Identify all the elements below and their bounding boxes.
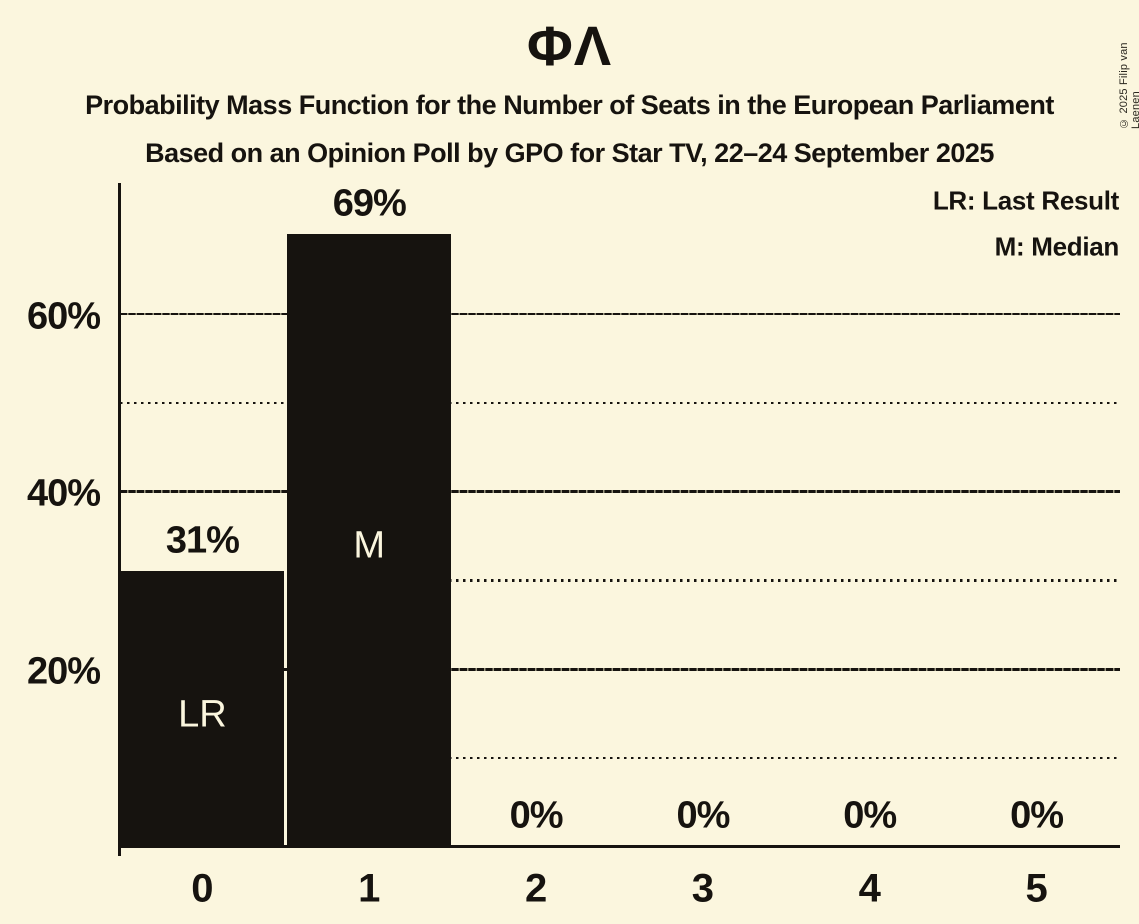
x-tick-label-4: 4 [858, 866, 881, 911]
gridline-dotted-10pct [120, 757, 1120, 760]
value-label-seats-3: 0% [676, 794, 730, 837]
y-tick-label-20: 20% [26, 650, 101, 693]
value-label-seats-2: 0% [509, 794, 564, 837]
bar-label-m: M [353, 524, 386, 567]
value-label-seats-5: 0% [1010, 794, 1064, 837]
bar-seats-0 [120, 571, 285, 848]
x-tick-label-5: 5 [1025, 866, 1048, 911]
gridline-dotted-30pct [120, 579, 1120, 582]
gridline-solid-20pct [120, 668, 1120, 671]
y-axis-line [118, 183, 121, 856]
legend-median: M: Median [994, 231, 1120, 262]
bar-seats-1 [287, 233, 452, 848]
bar-label-lr: LR [178, 693, 227, 736]
gridline-solid-40pct [120, 490, 1120, 493]
gridline-solid-60pct [120, 312, 1120, 315]
chart-title: ΦΛ [526, 14, 613, 77]
value-label-seats-4: 0% [843, 794, 897, 837]
x-tick-label-1: 1 [358, 866, 381, 911]
value-label-seats-0: 31% [165, 519, 240, 562]
x-tick-label-2: 2 [524, 866, 548, 911]
x-axis-line [119, 845, 1120, 848]
y-tick-label-40: 40% [26, 472, 101, 515]
y-tick-label-60: 60% [26, 295, 101, 338]
chart-subtitle-2: Based on an Opinion Poll by GPO for Star… [145, 138, 994, 168]
x-tick-label-3: 3 [691, 866, 715, 911]
chart-subtitle-1: Probability Mass Function for the Number… [85, 90, 1054, 120]
gridline-dotted-50pct [120, 401, 1120, 404]
value-label-seats-1: 69% [332, 182, 407, 225]
copyright-credit: © 2025 Filip van Laenen [1118, 42, 1139, 129]
legend-last-result: LR: Last Result [932, 185, 1119, 216]
x-tick-label-0: 0 [191, 866, 214, 911]
